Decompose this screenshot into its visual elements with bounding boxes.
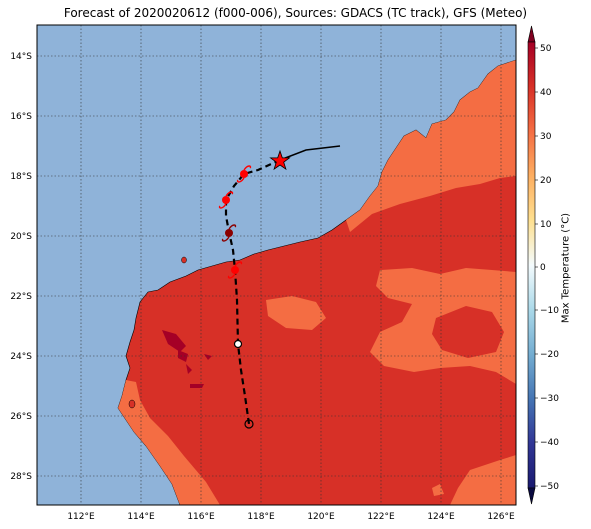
colorbar-tick-label: 10 [540,220,552,230]
lat-tick-label: 22°S [10,292,32,302]
track-past [279,145,341,161]
colorbar-tick-label: 30 [540,132,552,142]
colorbar-tick-label: −40 [540,438,559,448]
track-end-marker [244,419,254,429]
colorbar-tick-label: 20 [540,176,552,186]
star-icon [269,149,291,171]
lon-tick-label: 112°E [67,512,95,522]
land-warm-southwest [118,380,220,505]
colorbar-tick-label: 50 [540,44,552,54]
colorbar-bar [527,41,536,489]
lon-axis: 112°E 114°E 116°E 118°E 120°E 122°E 124°… [67,512,515,522]
colorbar-bottom-extension [527,487,536,505]
lon-tick-label: 116°E [187,512,215,522]
lat-tick-label: 26°S [10,412,32,422]
lon-tick-label: 120°E [307,512,335,522]
land-hottest-5 [190,384,204,388]
lon-tick-label: 126°E [487,512,515,522]
cyclone-icon [236,165,252,183]
gridlines [37,25,516,505]
island [181,256,187,264]
colorbar-tick-label: 40 [540,88,552,98]
land-warm-south [450,455,516,505]
land-hottest-2 [178,350,188,362]
land-warm-center [266,296,326,330]
lon-tick-label: 122°E [367,512,395,522]
colorbar-tick-label: −20 [540,350,559,360]
lat-tick-label: 20°S [10,232,32,242]
map-title: Forecast of 2020020612 (f000-006), Sourc… [63,6,528,20]
island [128,399,136,409]
map-area [37,25,516,505]
map-frame [36,24,517,506]
lat-tick-label: 24°S [10,352,32,362]
lon-tick-label: 124°E [427,512,455,522]
colorbar: 50 40 30 20 10 0 −10 −20 −30 −40 −50 [527,25,559,505]
lat-tick-label: 16°S [10,112,32,122]
land-hottest-1 [162,330,186,352]
colorbar-top-extension [527,25,536,43]
land-hottest-3 [186,364,192,374]
track-point-marker [233,339,243,349]
colorbar-tick-label: 0 [540,263,546,273]
colorbar-tick-marks [535,47,538,487]
colorbar-tick-label: −50 [540,482,559,492]
land-hot-east-core [432,306,504,358]
cyclone-icon [218,191,234,209]
cyclone-icon [221,224,237,242]
lat-tick-label: 14°S [10,52,32,62]
lat-tick-label: 18°S [10,172,32,182]
land-hottest-4 [204,354,212,360]
lat-tick-label: 28°S [10,472,32,482]
lat-axis: 14°S 16°S 18°S 20°S 22°S 24°S 26°S 28°S [10,52,32,482]
colorbar-label: Max Temperature (°C) [560,212,572,324]
land-warm-north [346,60,516,232]
cyclone-icon [227,261,243,279]
colorbar-tick-label: −10 [540,306,559,316]
lon-tick-label: 114°E [127,512,155,522]
colorbar-tick-label: −30 [540,394,559,404]
lon-tick-label: 118°E [247,512,275,522]
